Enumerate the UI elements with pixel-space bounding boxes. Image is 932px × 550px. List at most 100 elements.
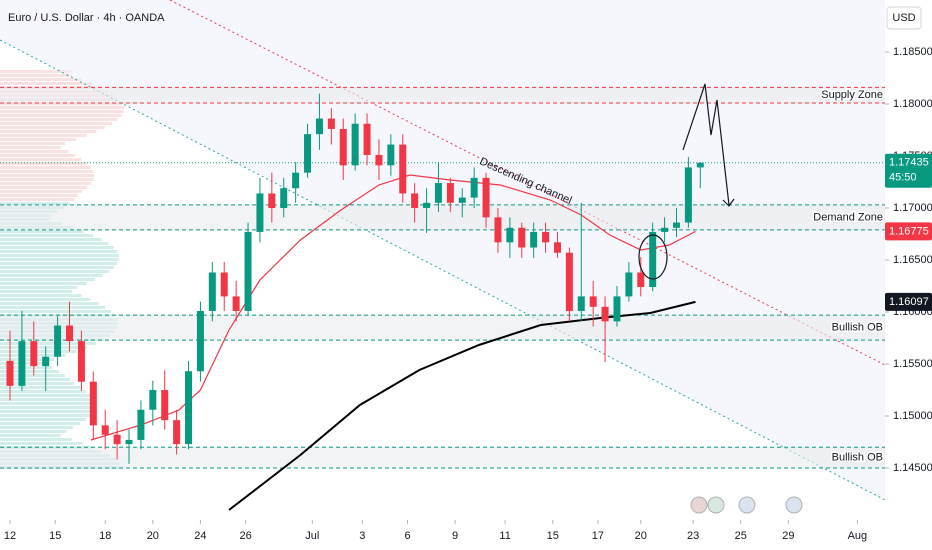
- candle-body: [18, 341, 26, 386]
- profile-bar: [0, 382, 74, 385]
- profile-bar: [0, 126, 105, 129]
- candle-body: [315, 118, 323, 135]
- candle-body: [149, 390, 157, 410]
- x-tick-label: 6: [404, 530, 410, 542]
- price-label-box: [885, 153, 932, 188]
- candle-body: [470, 177, 478, 198]
- candle-body: [684, 167, 692, 223]
- profile-bar: [0, 74, 72, 77]
- chart-title: Euro / U.S. Dollar · 4h · OANDA: [8, 12, 165, 24]
- candle-body: [434, 183, 442, 203]
- x-tick-label: 3: [359, 530, 365, 542]
- profile-bar: [0, 146, 61, 149]
- price-label: 1.16775: [889, 225, 929, 237]
- profile-bar: [0, 186, 88, 189]
- profile-bar: [0, 114, 122, 117]
- x-tick-label: 18: [99, 530, 111, 542]
- candle-body: [66, 325, 74, 342]
- candle-body: [173, 420, 181, 445]
- x-axis-panel: [0, 520, 885, 550]
- profile-bar: [0, 266, 114, 269]
- x-tick-label: 20: [147, 530, 159, 542]
- profile-bar: [0, 174, 95, 177]
- x-tick-label: Jul: [305, 530, 319, 542]
- price-label: 1.16097: [889, 296, 929, 308]
- profile-bar: [0, 366, 53, 369]
- profile-bar: [0, 142, 66, 145]
- x-tick-label: 25: [735, 530, 747, 542]
- event-icon: [707, 496, 725, 514]
- profile-bar: [0, 202, 70, 205]
- candle-body: [185, 371, 193, 445]
- moving-average: [228, 300, 696, 511]
- event-icon: [785, 496, 803, 514]
- candle-body: [375, 154, 383, 166]
- profile-bar: [0, 102, 123, 105]
- candle-body: [399, 144, 407, 194]
- profile-bar: [0, 166, 91, 169]
- profile-bar: [0, 118, 118, 121]
- profile-bar: [0, 130, 97, 133]
- forecast-path: [682, 83, 730, 206]
- profile-bar: [0, 190, 82, 193]
- profile-bar: [0, 138, 77, 141]
- zone-label: Bullish OB: [832, 322, 883, 334]
- zone-fill: [0, 204, 885, 230]
- profile-bar: [0, 134, 87, 137]
- profile-bar: [0, 434, 61, 437]
- candle-body: [423, 202, 431, 208]
- candle-body: [411, 193, 419, 208]
- profile-bar: [0, 286, 78, 289]
- candle-body: [565, 252, 573, 311]
- x-tick-label: 26: [240, 530, 252, 542]
- event-icons: [690, 496, 803, 514]
- profile-bar: [0, 162, 87, 165]
- profile-bar: [0, 410, 94, 413]
- x-tick-label: 12: [4, 530, 16, 542]
- y-tick-label: 1.18000: [893, 98, 932, 110]
- profile-bar: [0, 346, 87, 349]
- countdown: 45:50: [889, 172, 917, 184]
- event-icon: [738, 496, 756, 514]
- candle-body: [696, 162, 704, 168]
- y-tick-label: 1.15000: [893, 410, 932, 422]
- candle-body: [649, 231, 657, 288]
- profile-bar: [0, 274, 103, 277]
- channel-lower: [0, 39, 886, 501]
- candle-body: [542, 231, 550, 243]
- profile-bar: [0, 122, 113, 125]
- candle-body: [196, 310, 204, 372]
- x-tick-label: Aug: [848, 530, 868, 542]
- zone-label: Demand Zone: [813, 211, 883, 223]
- profile-bar: [0, 442, 83, 445]
- candle-body: [137, 409, 145, 440]
- profile-bar: [0, 394, 92, 397]
- candle-body: [244, 231, 252, 311]
- forecast-arrow: [722, 198, 735, 207]
- plot: [0, 93, 885, 511]
- profile-bar: [0, 422, 81, 425]
- currency: USD: [892, 12, 915, 24]
- candle-body: [125, 439, 133, 445]
- candle-body: [577, 296, 585, 311]
- price-label-box: [885, 292, 932, 311]
- candle-body: [518, 227, 526, 248]
- profile-bar: [0, 78, 82, 81]
- profile-bar: [0, 170, 94, 173]
- profile-bar: [0, 270, 109, 273]
- y-tick-label: 1.14500: [893, 462, 932, 474]
- candle-body: [292, 172, 300, 189]
- candle-body: [101, 425, 109, 435]
- candle-body: [304, 134, 312, 173]
- profile-bar: [0, 374, 65, 377]
- profile-bar: [0, 310, 111, 313]
- candle-body: [494, 217, 502, 243]
- profile-bar: [0, 198, 75, 201]
- x-tick-label: 20: [635, 530, 647, 542]
- y-tick-label: 1.15500: [893, 358, 932, 370]
- profile-bar: [0, 258, 120, 261]
- channel-fill: [0, 0, 885, 500]
- candle-body: [268, 193, 276, 208]
- highlight-circle: [638, 234, 668, 280]
